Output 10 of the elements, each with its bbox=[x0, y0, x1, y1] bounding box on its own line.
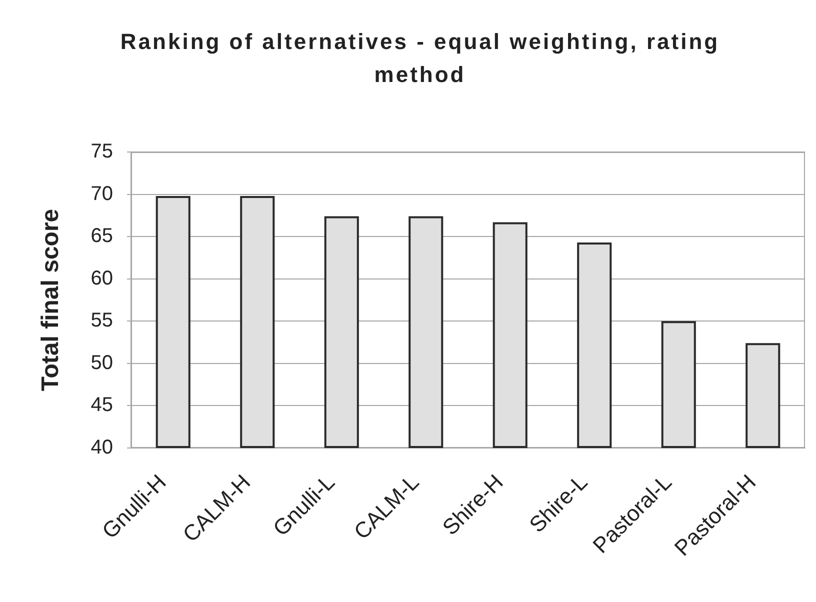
y-tick-label: 65 bbox=[90, 225, 113, 248]
y-tick-label: 50 bbox=[90, 352, 113, 374]
y-axis-title: Total final score bbox=[37, 208, 64, 392]
y-tick-label: 45 bbox=[90, 394, 113, 416]
y-tick-label: 55 bbox=[90, 310, 113, 332]
y-tick-label: 70 bbox=[90, 182, 113, 205]
chart-title: Ranking of alternatives - equal weighting, rating method bbox=[119, 28, 721, 89]
y-tick-label: 40 bbox=[90, 436, 113, 459]
y-tick-label: 60 bbox=[90, 267, 113, 290]
y-tick-label: 75 bbox=[90, 140, 113, 163]
